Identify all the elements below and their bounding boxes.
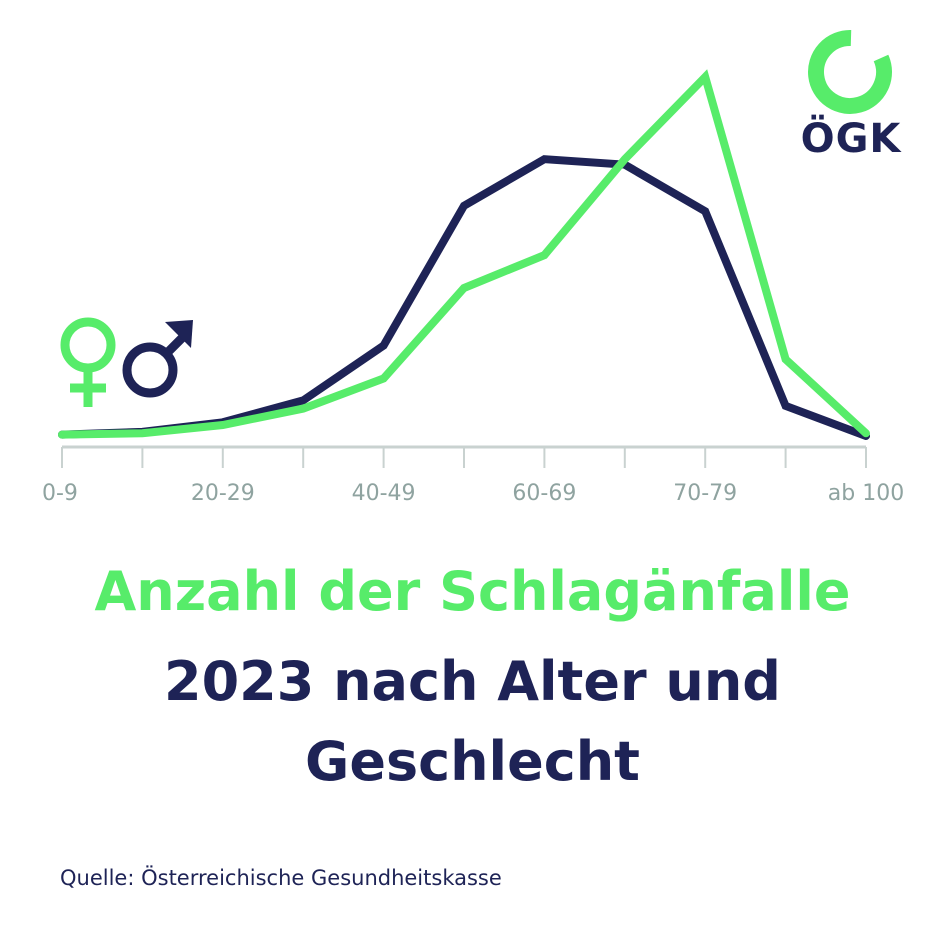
- female-series-line: [58, 69, 870, 439]
- title-line-2: 2023 nach Alter und: [164, 650, 781, 713]
- x-tick-label: 60-69: [512, 481, 576, 506]
- x-tick-label: 40-49: [352, 481, 416, 506]
- x-tick-label: ab 100: [828, 481, 904, 506]
- female-symbol-icon: [60, 317, 116, 407]
- title-line-3: Geschlecht: [305, 730, 640, 793]
- x-tick-label: 70-79: [673, 481, 737, 506]
- x-tick-label: 20-29: [191, 481, 255, 506]
- source-note: Quelle: Österreichische Gesundheitskasse: [60, 866, 502, 890]
- oegk-logo: ÖGK: [793, 28, 913, 162]
- x-tick-label: 0-9: [42, 481, 78, 506]
- male-series-line: [58, 155, 870, 440]
- title-line-1: Anzahl der Schlagänfalle: [94, 560, 851, 623]
- line-chart: 0-9 20-29 40-49 60-69 70-79 ab 100: [42, 69, 904, 506]
- series-lines: [58, 69, 870, 440]
- male-symbol-icon: [122, 320, 193, 398]
- logo-text: ÖGK: [800, 116, 902, 162]
- x-axis: 0-9 20-29 40-49 60-69 70-79 ab 100: [42, 445, 904, 506]
- oegk-logo-mark-icon: [808, 29, 892, 114]
